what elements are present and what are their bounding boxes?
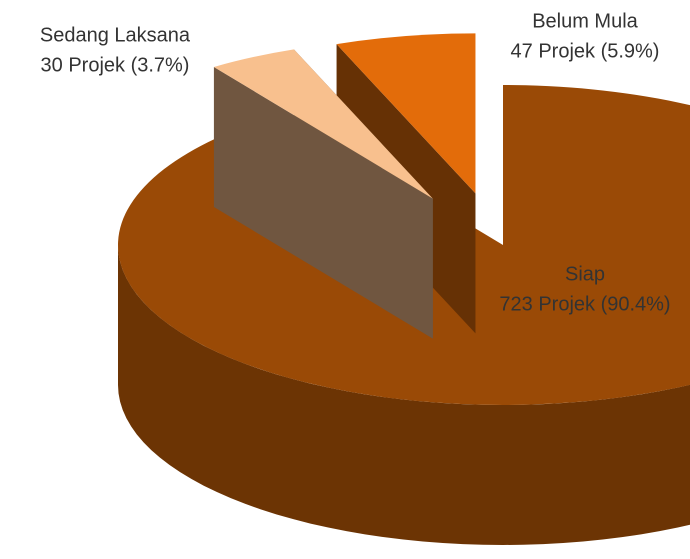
slice [336, 33, 476, 194]
slice-label: Sedang Laksana [40, 24, 191, 46]
slice-label: Belum Mula [532, 10, 638, 32]
slice [213, 49, 433, 199]
slice-value-label: 30 Projek (3.7%) [41, 54, 190, 76]
slice-value-label: 47 Projek (5.9%) [511, 40, 660, 62]
slice-wall [213, 66, 433, 339]
slice-side [118, 245, 690, 545]
slice-value-label: 723 Projek (90.4%) [499, 293, 670, 315]
slice-label: Siap [565, 263, 605, 285]
